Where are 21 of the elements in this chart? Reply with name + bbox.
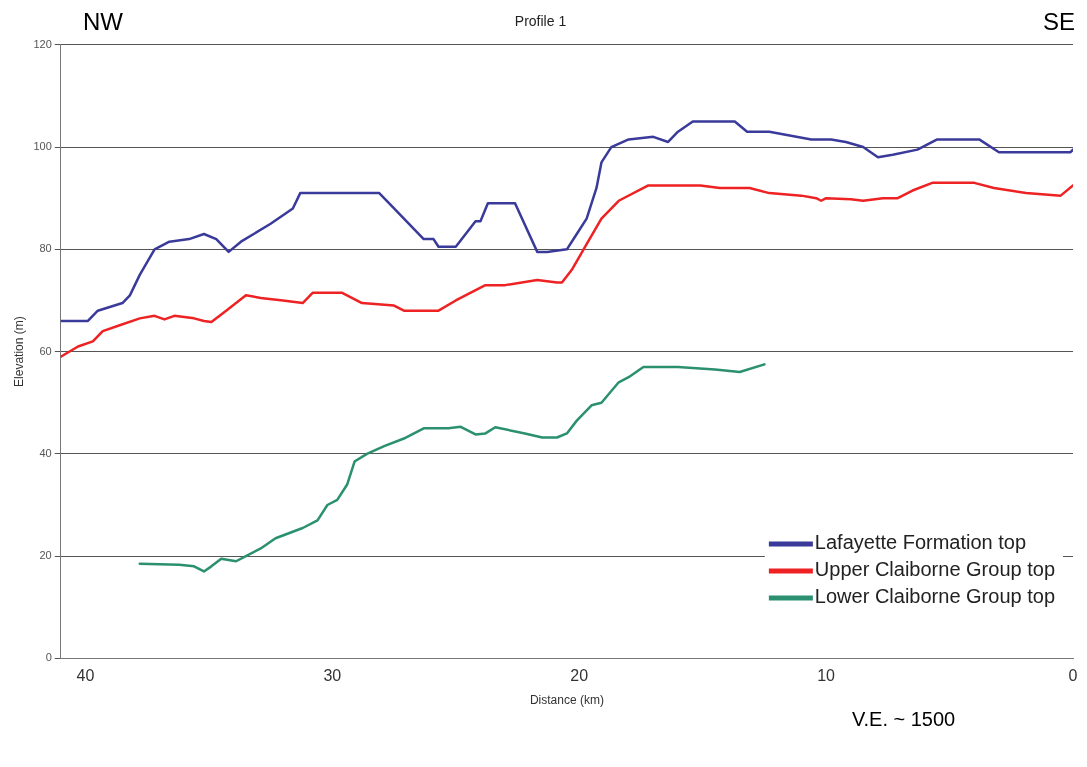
y-tick-label: 100 <box>33 140 52 153</box>
x-tick-label: 10 <box>817 667 836 685</box>
y-tick-label: 40 <box>39 446 52 459</box>
x-tick-label: 40 <box>76 667 95 685</box>
y-tick-label: 80 <box>39 242 52 255</box>
text: SE <box>1042 8 1075 36</box>
y-axis-title: Elevation (m) <box>11 316 26 387</box>
legend-label: Lower Claiborne Group top <box>814 585 1055 608</box>
x-tick-label: 20 <box>570 667 589 685</box>
y-tick-label: 0 <box>45 651 52 664</box>
y-tick-label: 20 <box>39 549 52 562</box>
legend-label: Lafayette Formation top <box>814 531 1027 554</box>
legend-label: Upper Claiborne Group top <box>814 558 1055 581</box>
x-tick-label: 0 <box>1068 667 1078 685</box>
text: NW <box>83 8 123 36</box>
y-tick-label: 60 <box>39 344 52 357</box>
chart-title: Profile 1 <box>514 13 567 30</box>
x-tick-label: 30 <box>323 667 342 685</box>
y-tick-label: 120 <box>33 37 52 50</box>
text: V.E. ~ 1500 <box>852 708 956 731</box>
x-axis-title: Distance (km) <box>529 693 604 708</box>
